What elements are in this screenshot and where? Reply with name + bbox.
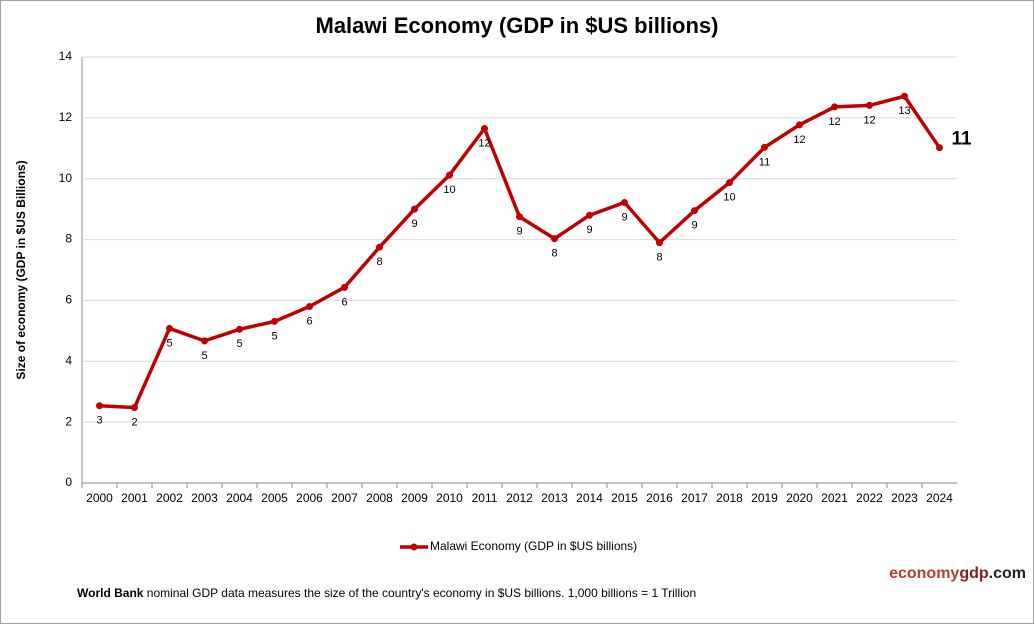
data-label: 5 xyxy=(271,330,277,342)
data-label: 6 xyxy=(306,315,312,327)
data-point xyxy=(236,325,243,333)
data-point xyxy=(621,198,628,206)
data-point xyxy=(831,103,838,111)
brand-part: gdp xyxy=(959,565,989,582)
data-point xyxy=(376,243,383,251)
x-tick-label: 2018 xyxy=(716,491,743,505)
x-tick-label: 2001 xyxy=(121,491,148,505)
data-point xyxy=(656,239,663,247)
data-point xyxy=(201,337,208,345)
x-tick-label: 2008 xyxy=(366,491,393,505)
data-label: 8 xyxy=(656,252,662,264)
x-tick-label: 2005 xyxy=(261,491,288,505)
x-tick-label: 2006 xyxy=(296,491,323,505)
data-label: 8 xyxy=(376,256,382,268)
data-point xyxy=(166,324,173,332)
data-label: 12 xyxy=(478,137,490,149)
data-point xyxy=(411,205,418,213)
footer-source: World Bank xyxy=(77,586,144,600)
data-point xyxy=(341,283,348,291)
data-label: 12 xyxy=(793,134,805,146)
data-label: 10 xyxy=(723,192,735,204)
y-tick-label: 0 xyxy=(65,475,72,489)
x-tick-label: 2015 xyxy=(611,491,638,505)
chart-title: Malawi Economy (GDP in $US billions) xyxy=(316,13,719,38)
data-label: 9 xyxy=(411,218,417,230)
data-point xyxy=(691,207,698,215)
x-tick-label: 2002 xyxy=(156,491,183,505)
data-label: 9 xyxy=(691,220,697,232)
y-tick-label: 12 xyxy=(59,110,73,124)
data-label: 12 xyxy=(863,114,875,126)
x-tick-label: 2024 xyxy=(926,491,953,505)
data-point xyxy=(551,235,558,243)
data-point xyxy=(796,121,803,129)
x-tick-label: 2010 xyxy=(436,491,463,505)
x-tick-label: 2021 xyxy=(821,491,848,505)
data-point xyxy=(586,211,593,219)
x-tick-label: 2009 xyxy=(401,491,428,505)
y-tick-label: 8 xyxy=(65,232,72,246)
x-tick-label: 2007 xyxy=(331,491,358,505)
y-tick-label: 10 xyxy=(59,171,73,185)
x-tick-label: 2014 xyxy=(576,491,603,505)
x-tick-label: 2004 xyxy=(226,491,253,505)
data-label: 6 xyxy=(341,296,347,308)
x-tick-label: 2023 xyxy=(891,491,918,505)
x-tick-label: 2000 xyxy=(86,491,113,505)
y-axis-label: Size of economy (GDP in $US Billions) xyxy=(14,160,28,379)
x-tick-label: 2003 xyxy=(191,491,218,505)
x-tick-label: 2013 xyxy=(541,491,568,505)
data-label: 3 xyxy=(96,415,102,427)
brand-part: .com xyxy=(989,565,1026,582)
data-point xyxy=(131,404,138,412)
data-point xyxy=(306,303,313,311)
data-label: 11 xyxy=(952,129,973,150)
data-label: 9 xyxy=(586,224,592,236)
data-point xyxy=(726,179,733,187)
y-tick-label: 4 xyxy=(65,353,72,367)
x-tick-label: 2017 xyxy=(681,491,708,505)
data-point xyxy=(271,317,278,325)
data-label: 11 xyxy=(759,156,770,168)
data-point xyxy=(481,125,488,133)
x-tick-label: 2011 xyxy=(472,491,498,505)
y-tick-label: 6 xyxy=(65,293,72,307)
footer-text: nominal GDP data measures the size of th… xyxy=(147,586,696,600)
data-point xyxy=(866,101,873,109)
data-point xyxy=(901,92,908,100)
x-tick-label: 2019 xyxy=(751,491,778,505)
data-label: 9 xyxy=(516,226,522,238)
data-point xyxy=(446,171,453,179)
data-label: 10 xyxy=(443,184,455,196)
data-label: 13 xyxy=(898,105,910,117)
data-label: 8 xyxy=(551,248,557,260)
footer: World Bank nominal GDP data measures the… xyxy=(77,586,696,600)
data-label: 5 xyxy=(236,338,242,350)
x-tick-label: 2020 xyxy=(786,491,813,505)
y-tick-label: 2 xyxy=(65,414,72,428)
data-label: 2 xyxy=(131,416,137,428)
brand-part: economy xyxy=(889,565,959,582)
x-tick-label: 2022 xyxy=(856,491,883,505)
legend-label: Malawi Economy (GDP in $US billions) xyxy=(430,539,637,553)
data-label: 9 xyxy=(621,211,627,223)
brand: economygdp.com xyxy=(889,565,1026,582)
legend-marker xyxy=(410,543,418,551)
data-point xyxy=(516,213,523,221)
y-tick-label: 14 xyxy=(59,49,73,63)
data-point xyxy=(96,402,103,410)
x-tick-label: 2012 xyxy=(506,491,533,505)
data-label: 5 xyxy=(201,350,207,362)
x-tick-label: 2016 xyxy=(646,491,673,505)
data-point xyxy=(761,143,768,151)
data-label: 5 xyxy=(166,337,172,349)
data-label: 12 xyxy=(828,116,840,128)
data-point xyxy=(936,144,943,152)
